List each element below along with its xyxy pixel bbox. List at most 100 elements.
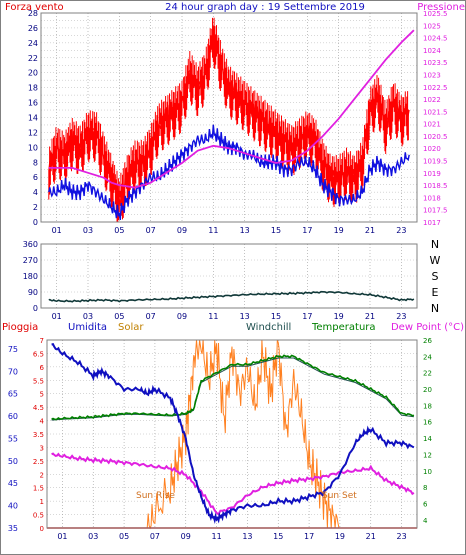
x-tick-label: 03: [83, 226, 93, 235]
x-tick-label: 11: [208, 226, 218, 235]
x-tick-label: 19: [334, 226, 344, 235]
right-tick-label: 1024: [423, 47, 441, 55]
humidity-tick-label: 65: [8, 390, 18, 399]
plot-area: [41, 13, 417, 222]
temp-tick-label: 22: [423, 370, 432, 378]
right-tick-label: 1018: [423, 194, 441, 202]
left-tick-label: 18: [28, 84, 38, 93]
compass-label: E: [432, 286, 439, 299]
x-tick-label: 03: [88, 532, 98, 541]
wind-pressure-panel: 024681012141618202224262810171017.510181…: [28, 9, 448, 235]
left-tick-label: 16: [28, 99, 38, 108]
x-tick-label: 09: [177, 226, 187, 235]
x-tick-label: 03: [83, 312, 93, 321]
series-wind-direction: [48, 290, 415, 303]
windchill-label: Windchill: [246, 322, 291, 333]
solar-label: Solar: [118, 322, 144, 333]
rain-tick-label: 1.5: [33, 485, 44, 493]
right-tick-label: 1023.5: [423, 59, 448, 67]
pressure-axis-label: Pressione: [417, 2, 465, 13]
x-tick-label: 15: [273, 532, 283, 541]
x-tick-label: 05: [114, 312, 124, 321]
left-tick-label: 90: [28, 288, 38, 297]
left-tick-label: 22: [28, 54, 38, 63]
left-tick-label: 270: [23, 256, 38, 265]
x-tick-label: 23: [396, 226, 406, 235]
temp-tick-label: 6: [423, 500, 428, 508]
humidity-tick-label: 75: [8, 345, 18, 354]
right-tick-label: 1021.5: [423, 108, 448, 116]
left-tick-label: 6: [33, 173, 38, 182]
temp-tick-label: 8: [423, 484, 427, 492]
x-tick-label: 11: [208, 312, 218, 321]
x-tick-label: 13: [240, 312, 250, 321]
x-tick-label: 15: [271, 312, 281, 321]
humidity-tick-label: 55: [8, 434, 18, 443]
plot-frame: [40, 243, 418, 309]
left-tick-label: 360: [23, 240, 38, 249]
left-tick-label: 10: [28, 143, 38, 152]
x-tick-label: 07: [150, 532, 160, 541]
x-tick-label: 09: [181, 532, 191, 541]
x-tick-label: 21: [365, 226, 375, 235]
plot-frame: [40, 12, 418, 223]
temp-tick-label: 4: [423, 517, 428, 525]
temp-tick-label: 18: [423, 402, 432, 410]
x-tick-label: 17: [302, 226, 312, 235]
x-tick-label: 17: [304, 532, 314, 541]
left-tick-label: 180: [23, 272, 38, 281]
humidity-tick-label: 50: [8, 457, 18, 466]
humidity-tick-label: 45: [8, 479, 18, 488]
temp-tick-label: 20: [423, 386, 432, 394]
temperature-label: Temperatura: [311, 322, 376, 333]
right-tick-label: 1022: [423, 96, 441, 104]
left-tick-label: 8: [33, 158, 38, 167]
right-tick-label: 1019: [423, 170, 441, 178]
dewpoint-label: Dew Point (°C): [391, 322, 464, 333]
x-tick-label: 21: [365, 312, 375, 321]
humidity-label: Umidita: [68, 322, 107, 333]
rain-tick-label: 7: [40, 337, 44, 345]
rain-tick-label: 0: [40, 525, 44, 533]
rain-tick-label: 1: [40, 498, 44, 506]
left-tick-label: 20: [28, 69, 38, 78]
x-tick-label: 09: [177, 312, 187, 321]
x-tick-label: 05: [114, 226, 124, 235]
temp-tick-label: 10: [423, 468, 432, 476]
rain-label: Pioggia: [2, 322, 38, 333]
x-tick-label: 13: [242, 532, 252, 541]
rain-tick-label: 5.5: [33, 377, 44, 385]
x-tick-label: 19: [334, 312, 344, 321]
rain-tick-label: 2.5: [33, 458, 44, 466]
rain-tick-label: 5: [40, 391, 44, 399]
series-wind-speed: [48, 124, 410, 221]
right-tick-label: 1018.5: [423, 182, 448, 190]
x-tick-label: 23: [396, 312, 406, 321]
rain-tick-label: 4: [40, 418, 45, 426]
x-tick-label: 07: [146, 226, 156, 235]
humidity-tick-label: 40: [8, 502, 18, 511]
compass-label: S: [432, 270, 439, 283]
rain-tick-label: 6: [40, 364, 45, 372]
left-tick-label: 24: [28, 39, 38, 48]
rain-tick-label: 4.5: [33, 404, 44, 412]
series-gust-line: [48, 25, 410, 206]
right-tick-label: 1023: [423, 71, 441, 79]
right-tick-label: 1025.5: [423, 10, 448, 18]
rain-tick-label: 0.5: [33, 512, 44, 520]
series-dewpoint: [51, 452, 415, 516]
series-humidity: [51, 343, 415, 524]
right-tick-label: 1020.5: [423, 133, 448, 141]
x-tick-label: 11: [211, 532, 221, 541]
compass-label: W: [430, 254, 441, 267]
x-tick-label: 01: [52, 226, 62, 235]
right-tick-label: 1021: [423, 121, 441, 129]
right-tick-label: 1020: [423, 145, 441, 153]
x-tick-label: 07: [146, 312, 156, 321]
chart-title: 24 hour graph day : 19 Settembre 2019: [165, 2, 365, 13]
rain-tick-label: 2: [40, 471, 44, 479]
x-tick-label: 01: [57, 532, 67, 541]
series-pressure: [48, 29, 415, 189]
